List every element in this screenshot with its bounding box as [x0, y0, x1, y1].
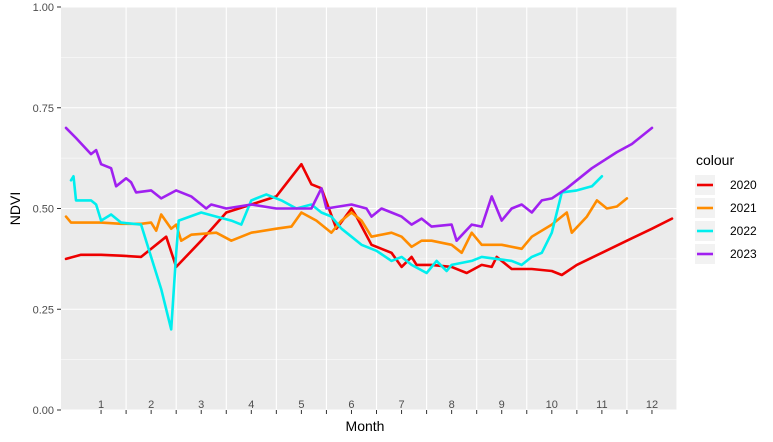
month-label: 5 — [298, 399, 304, 411]
month-label: 9 — [499, 399, 505, 411]
month-label: 10 — [546, 399, 558, 411]
y-tick-label: 1.00 — [33, 2, 54, 14]
series-lines — [64, 126, 674, 331]
grid-lines — [61, 6, 678, 411]
y-tick-label: 0.50 — [33, 204, 54, 216]
legend-title: colour — [696, 152, 734, 168]
series-line-2022 — [69, 175, 604, 331]
x-axis: 1 2 3 4 5 6 7 8 9 10 11 12 — [98, 399, 658, 414]
month-label: 7 — [398, 399, 404, 411]
month-label: 6 — [348, 399, 354, 411]
legend-label-2022: 2022 — [730, 224, 757, 238]
y-axis-title: NDVI — [7, 192, 23, 225]
legend: colour 2020 2021 2022 2023 — [695, 152, 757, 264]
month-label: 4 — [248, 399, 254, 411]
legend-label-2021: 2021 — [730, 201, 757, 215]
month-label: 2 — [148, 399, 154, 411]
y-tick-label: 0.25 — [33, 304, 54, 316]
month-label: 8 — [449, 399, 455, 411]
month-label: 11 — [596, 399, 607, 411]
y-tick-label: 0.75 — [33, 103, 54, 115]
month-label: 1 — [98, 399, 104, 411]
legend-label-2020: 2020 — [730, 178, 757, 192]
y-tick-label: 0.00 — [33, 405, 54, 417]
legend-label-2023: 2023 — [730, 247, 757, 261]
x-axis-title: Month — [346, 418, 385, 434]
series-line-2021 — [64, 197, 629, 255]
month-label: 3 — [198, 399, 204, 411]
y-axis: 0.00 0.25 0.50 0.75 1.00 — [33, 2, 61, 417]
month-label: 12 — [646, 399, 658, 411]
series-line-2023 — [64, 126, 654, 242]
